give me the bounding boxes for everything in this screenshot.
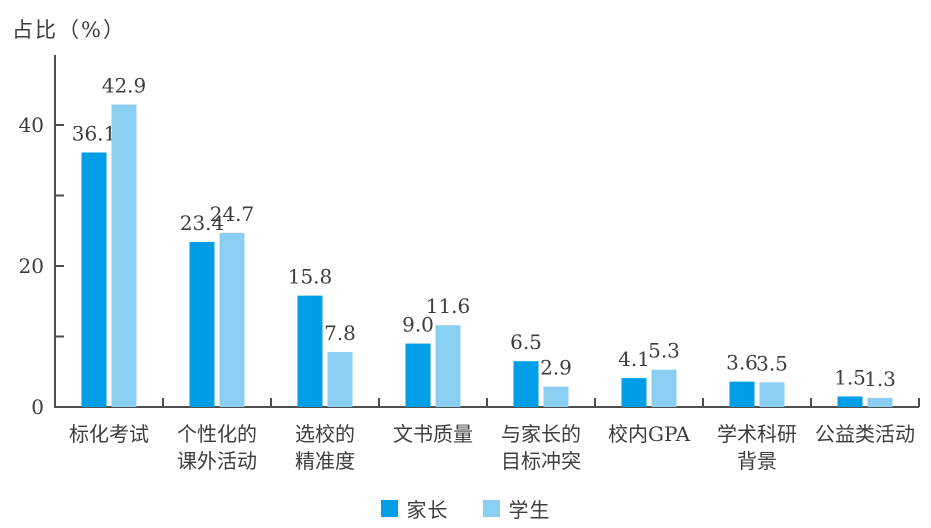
value-label-series0-cat5: 4.1 — [618, 347, 650, 371]
bar-series1-cat3 — [435, 325, 461, 407]
category-label-3: 文书质量 — [393, 422, 473, 446]
legend-item-students: 学生 — [482, 494, 551, 523]
value-label-series0-cat1: 23.4 — [180, 211, 225, 235]
bar-series0-cat6 — [729, 381, 755, 407]
students-swatch-icon — [482, 500, 500, 517]
category-label-2: 选校的精准度 — [295, 422, 355, 473]
value-label-series1-cat0: 42.9 — [102, 74, 147, 98]
value-label-series0-cat3: 9.0 — [402, 313, 434, 337]
chart-legend: 家长 学生 — [0, 494, 931, 523]
parents-swatch-icon — [380, 500, 398, 517]
legend-item-parents: 家长 — [380, 494, 449, 523]
value-label-series1-cat6: 3.5 — [756, 351, 788, 375]
bar-series1-cat6 — [759, 382, 785, 407]
category-label-5: 校内GPA — [608, 422, 691, 446]
value-label-series1-cat7: 1.3 — [864, 367, 896, 391]
value-label-series0-cat7: 1.5 — [834, 365, 866, 389]
category-label-6: 学术科研背景 — [717, 422, 797, 473]
value-label-series0-cat6: 3.6 — [726, 351, 758, 375]
value-label-series0-cat4: 6.5 — [510, 330, 542, 354]
bar-series0-cat5 — [621, 378, 647, 407]
y-axis-title: 占比（%） — [12, 18, 126, 42]
value-label-series1-cat2: 7.8 — [324, 321, 356, 345]
chart-plot-area: 0 20 40 36.1 23.4 15.8 9.0 6.5 4.1 3.6 1.5 42.9 24.7… — [19, 55, 920, 473]
value-label-series0-cat0: 36.1 — [72, 121, 117, 145]
bar-series1-cat1 — [219, 232, 245, 407]
bar-series0-cat1 — [189, 242, 215, 407]
bar-series0-cat2 — [297, 295, 323, 407]
value-label-series1-cat4: 2.9 — [540, 356, 572, 380]
value-label-series1-cat1: 24.7 — [210, 202, 255, 226]
category-label-7: 公益类活动 — [815, 422, 915, 446]
bar-series0-cat7 — [837, 396, 863, 407]
bar-series1-cat5 — [651, 369, 677, 407]
category-label-0: 标化考试 — [69, 422, 149, 446]
category-label-4: 与家长的目标冲突 — [501, 422, 581, 473]
y-tick-label: 0 — [31, 395, 44, 419]
y-tick-label: 40 — [19, 113, 44, 137]
value-label-series0-cat2: 15.8 — [288, 265, 333, 289]
bar-series1-cat2 — [327, 352, 353, 407]
bar-series0-cat0 — [81, 152, 107, 407]
legend-label-parents: 家长 — [406, 498, 449, 522]
bar-series0-cat4 — [513, 361, 539, 407]
y-tick-label: 20 — [19, 254, 44, 278]
bar-series1-cat0 — [111, 104, 137, 408]
bar-series1-cat7 — [867, 397, 893, 407]
bar-series0-cat3 — [405, 343, 431, 407]
value-label-series1-cat3: 11.6 — [426, 294, 471, 318]
category-label-1: 个性化的课外活动 — [177, 422, 257, 473]
legend-label-students: 学生 — [508, 498, 551, 522]
value-label-series1-cat5: 5.3 — [648, 339, 680, 363]
bar-series1-cat4 — [543, 386, 569, 407]
